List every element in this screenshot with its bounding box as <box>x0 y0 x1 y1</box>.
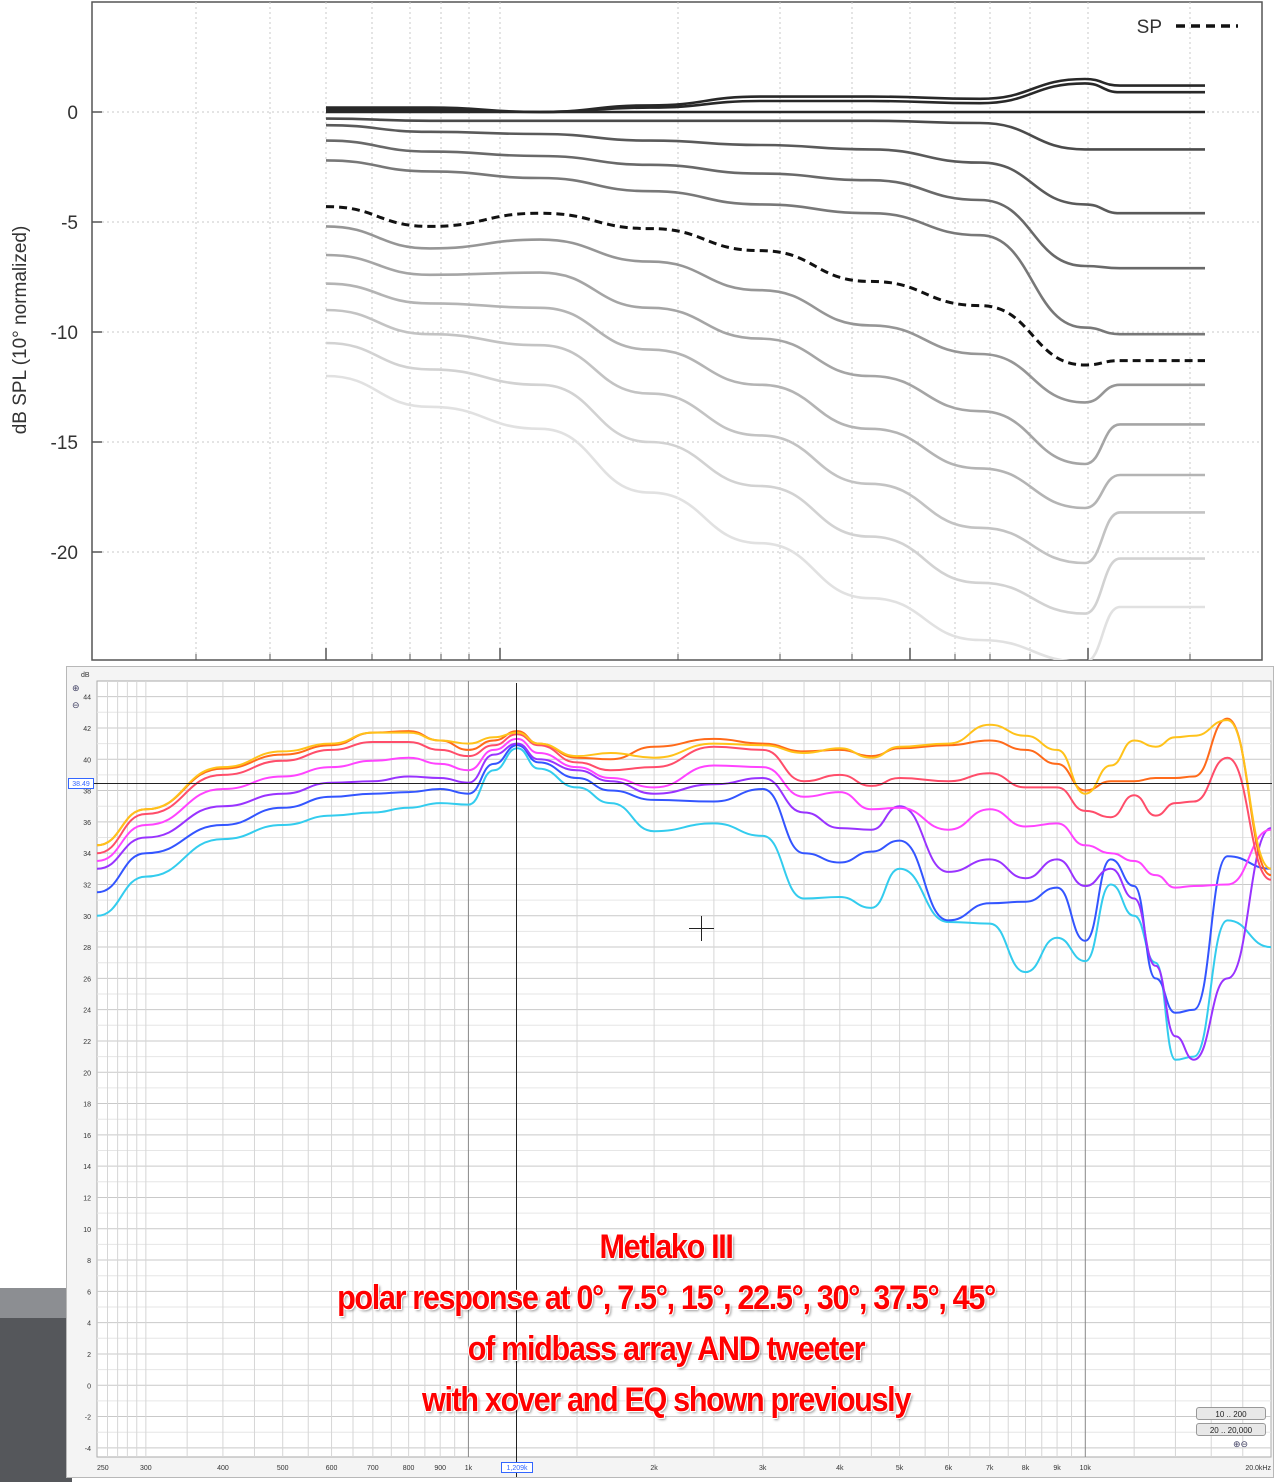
bottom-x-tick-label: 1k <box>465 1465 473 1472</box>
bottom-y-tick-label: 12 <box>83 1195 91 1202</box>
response-curve-3 <box>97 737 1271 889</box>
series-line-4 <box>325 123 1205 215</box>
response-curve-4 <box>97 742 1271 1061</box>
bottom-y-tick-label: 18 <box>83 1102 91 1109</box>
bottom-x-tick-label: 600 <box>326 1465 338 1472</box>
crosshair-pointer-icon <box>689 916 714 941</box>
series-line-11 <box>325 308 1205 565</box>
bottom-x-tick-label: 3k <box>759 1465 767 1472</box>
bottom-y-tick-label: 8 <box>87 1258 91 1265</box>
bottom-y-tick-label: 26 <box>83 976 91 983</box>
range-button-10-200[interactable]: 10 .. 200 <box>1196 1407 1266 1420</box>
bottom-y-tick-label: 36 <box>83 820 91 827</box>
bottom-x-tick-label: 9k <box>1053 1465 1061 1472</box>
response-curve-2 <box>97 733 1271 881</box>
top-y-axis-label: dB SPL (10° normalized) <box>10 226 31 435</box>
bottom-x-tick-label: 10k <box>1080 1465 1092 1472</box>
bottom-y-tick-label: 42 <box>83 726 91 733</box>
bottom-y-tick-label: 4 <box>87 1321 91 1328</box>
top-plot-frame <box>91 1 1263 661</box>
series-line-6 <box>325 159 1205 336</box>
bottom-y-tick-label: 0 <box>87 1383 91 1390</box>
bottom-plot-frame <box>96 680 1272 1458</box>
series-line-5 <box>325 139 1205 270</box>
bottom-y-tick-label: 14 <box>83 1164 91 1171</box>
background-window-edge-highlight <box>0 1288 72 1318</box>
cursor-frequency-readout: 1,209k <box>501 1462 533 1473</box>
bottom-x-tick-label: 20.0kHz <box>1245 1465 1271 1472</box>
bottom-y-tick-label: 34 <box>83 851 91 858</box>
bottom-y-tick-label: 28 <box>83 945 91 952</box>
range-button-20-20000[interactable]: 20 .. 20,000 <box>1196 1423 1266 1436</box>
bottom-x-tick-label: 7k <box>986 1465 994 1472</box>
bottom-x-tick-label: 4k <box>836 1465 844 1472</box>
bottom-chart-panel: dB 44 42 40 38 36 34 32 30 28 26 24 22 20 18 16 14 12 10 8 6… <box>66 666 1274 1478</box>
response-curve-6 <box>97 747 1271 1061</box>
top-y-tick-label: -10 <box>51 323 78 344</box>
bottom-x-tick-label: 6k <box>945 1465 953 1472</box>
bottom-y-tick-label: 2 <box>87 1352 91 1359</box>
bottom-x-tick-label: 700 <box>367 1465 379 1472</box>
top-y-tick-label: 0 <box>67 103 78 124</box>
series-line-12 <box>325 341 1205 615</box>
bottom-x-tick-label: 5k <box>896 1465 904 1472</box>
bottom-y-tick-label: 20 <box>83 1070 91 1077</box>
bottom-y-tick-label: 10 <box>83 1227 91 1234</box>
top-y-tick-label: -5 <box>61 213 78 234</box>
series-line-3 <box>325 117 1205 151</box>
cursor-horizontal-line[interactable] <box>68 783 1272 784</box>
bottom-x-tick-label: 250 <box>97 1465 109 1472</box>
top-y-tick-label: -20 <box>51 543 78 564</box>
zoom-controls-icon[interactable]: ⊕⊖ <box>1233 1440 1249 1450</box>
bottom-y-tick-label: 22 <box>83 1039 91 1046</box>
bottom-x-tick-label: 500 <box>277 1465 289 1472</box>
bottom-y-tick-label: -4 <box>85 1446 91 1453</box>
legend-label-sp: SP <box>1137 17 1162 38</box>
cursor-vertical-line[interactable] <box>516 683 517 1477</box>
bottom-y-tick-label: 44 <box>83 695 91 702</box>
top-chart-panel: 0 -5 -10 -15 -20 dB SPL (10° normalized) SP <box>0 0 1280 666</box>
bottom-polar-chart[interactable]: dB44424038363432302826242220181614121086… <box>67 667 1275 1479</box>
bottom-y-tick-label: 32 <box>83 882 91 889</box>
top-y-tick-label: -15 <box>51 433 78 454</box>
series-line-13 <box>325 374 1205 660</box>
series-line-9 <box>325 253 1205 466</box>
bottom-y-tick-label: 24 <box>83 1008 91 1015</box>
bottom-y-tick-label: -2 <box>85 1415 91 1422</box>
background-window-edge <box>0 1288 72 1482</box>
series-line-10 <box>325 282 1205 510</box>
bottom-x-tick-label: 8k <box>1022 1465 1030 1472</box>
response-curve-0 <box>97 719 1271 870</box>
bottom-x-tick-label: 900 <box>434 1465 446 1472</box>
bottom-x-tick-label: 400 <box>217 1465 229 1472</box>
bottom-y-unit: dB <box>81 672 90 679</box>
bottom-series-group <box>97 717 1271 1061</box>
series-line-sp <box>325 205 1205 367</box>
bottom-x-tick-label: 300 <box>140 1465 152 1472</box>
cursor-db-readout: 38.49 <box>68 778 94 789</box>
response-curve-5 <box>97 744 1271 1014</box>
bottom-y-tick-label: 30 <box>83 914 91 921</box>
bottom-y-tick-label: 6 <box>87 1289 91 1296</box>
series-line-8 <box>325 225 1205 404</box>
bottom-x-tick-label: 2k <box>650 1465 658 1472</box>
top-series-group <box>325 77 1205 660</box>
bottom-y-tick-label: 40 <box>83 757 91 764</box>
zoom-out-icon[interactable]: ⊖ <box>72 701 80 711</box>
bottom-y-tick-label: 38 <box>83 789 91 796</box>
top-polar-chart: 0 -5 -10 -15 -20 dB SPL (10° normalized) SP <box>10 1 1263 661</box>
bottom-y-tick-label: 16 <box>83 1133 91 1140</box>
bottom-x-tick-label: 800 <box>403 1465 415 1472</box>
zoom-in-icon[interactable]: ⊕ <box>72 684 80 694</box>
